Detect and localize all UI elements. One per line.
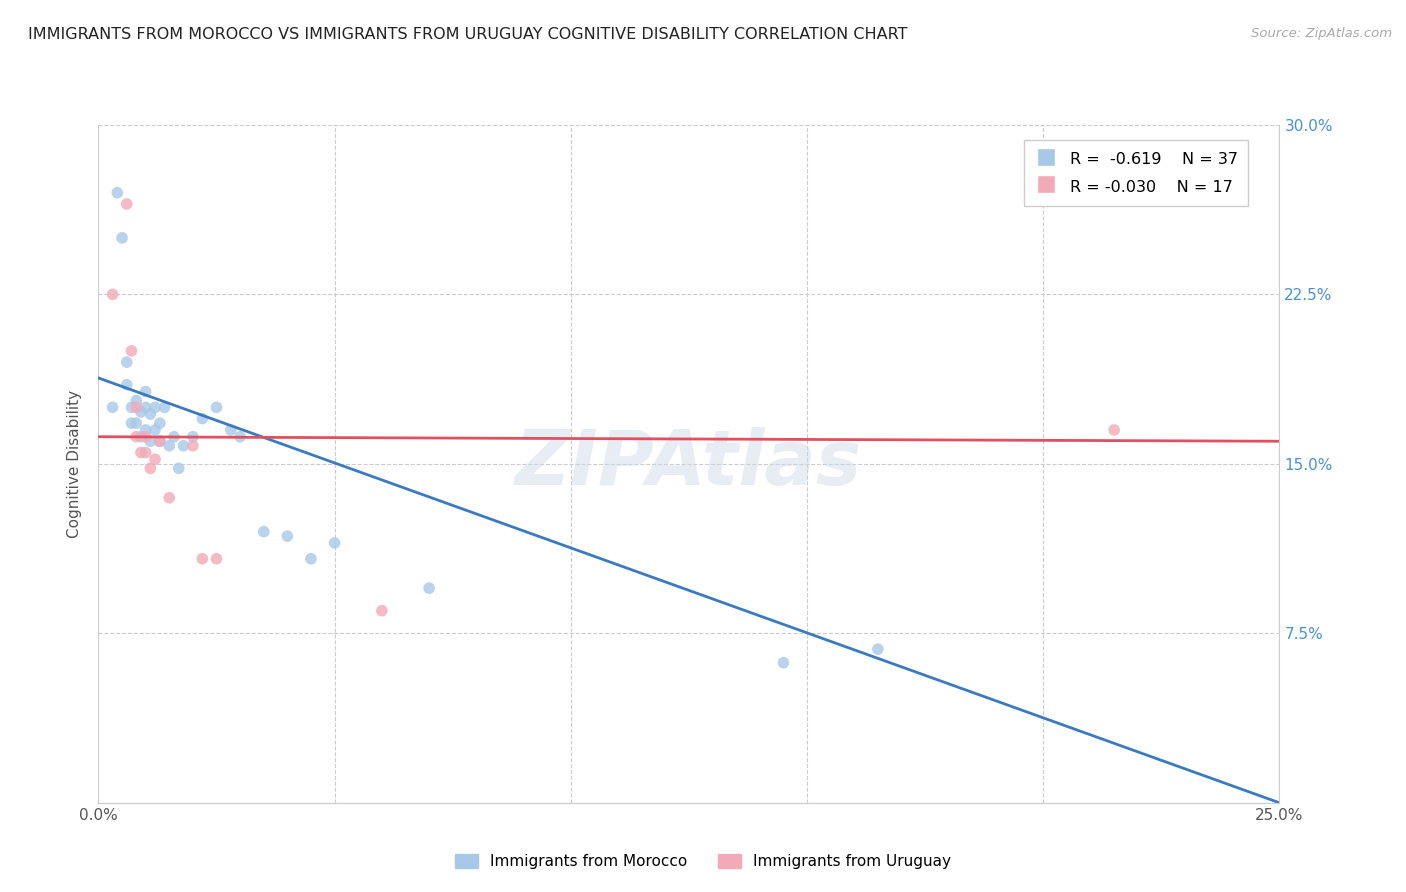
Point bbox=[125, 430, 148, 444]
Point bbox=[129, 405, 152, 419]
Point bbox=[115, 355, 138, 369]
Point bbox=[111, 231, 134, 245]
Text: ZIPAtlas: ZIPAtlas bbox=[515, 427, 863, 500]
Point bbox=[229, 430, 252, 444]
Point bbox=[181, 430, 204, 444]
Point bbox=[299, 551, 322, 566]
Point bbox=[149, 416, 172, 430]
Point bbox=[191, 411, 214, 425]
Point bbox=[866, 642, 889, 657]
Point bbox=[153, 401, 176, 415]
Point bbox=[129, 445, 152, 459]
Text: IMMIGRANTS FROM MOROCCO VS IMMIGRANTS FROM URUGUAY COGNITIVE DISABILITY CORRELAT: IMMIGRANTS FROM MOROCCO VS IMMIGRANTS FR… bbox=[28, 27, 908, 42]
Point bbox=[172, 439, 194, 453]
Point bbox=[105, 186, 128, 200]
Point bbox=[101, 401, 124, 415]
Point bbox=[135, 423, 157, 437]
Point bbox=[371, 604, 394, 618]
Point bbox=[205, 551, 228, 566]
Point bbox=[191, 551, 214, 566]
Point bbox=[139, 461, 162, 475]
Point bbox=[135, 445, 157, 459]
Point bbox=[253, 524, 276, 539]
Point bbox=[772, 656, 794, 670]
Point bbox=[181, 439, 204, 453]
Point bbox=[143, 423, 166, 437]
Point bbox=[135, 384, 157, 399]
Point bbox=[121, 416, 143, 430]
Point bbox=[1102, 423, 1125, 437]
Point bbox=[115, 197, 138, 211]
Point bbox=[143, 401, 166, 415]
Point bbox=[418, 581, 440, 595]
Point bbox=[135, 430, 157, 444]
Legend: R =  -0.619    N = 37, R = -0.030    N = 17: R = -0.619 N = 37, R = -0.030 N = 17 bbox=[1024, 140, 1249, 206]
Point bbox=[139, 434, 162, 449]
Point bbox=[149, 434, 172, 449]
Point bbox=[157, 491, 180, 505]
Point bbox=[167, 461, 190, 475]
Point bbox=[157, 439, 180, 453]
Point bbox=[121, 401, 143, 415]
Point bbox=[129, 430, 152, 444]
Text: Source: ZipAtlas.com: Source: ZipAtlas.com bbox=[1251, 27, 1392, 40]
Legend: Immigrants from Morocco, Immigrants from Uruguay: Immigrants from Morocco, Immigrants from… bbox=[449, 848, 957, 875]
Point bbox=[205, 401, 228, 415]
Point bbox=[121, 343, 143, 358]
Point bbox=[323, 536, 346, 550]
Point bbox=[125, 416, 148, 430]
Point bbox=[135, 401, 157, 415]
Point bbox=[219, 423, 242, 437]
Point bbox=[139, 407, 162, 421]
Point bbox=[101, 287, 124, 301]
Point bbox=[115, 377, 138, 392]
Point bbox=[149, 434, 172, 449]
Point bbox=[125, 401, 148, 415]
Point bbox=[125, 393, 148, 408]
Point bbox=[276, 529, 298, 543]
Point bbox=[163, 430, 186, 444]
Y-axis label: Cognitive Disability: Cognitive Disability bbox=[67, 390, 83, 538]
Point bbox=[143, 452, 166, 467]
